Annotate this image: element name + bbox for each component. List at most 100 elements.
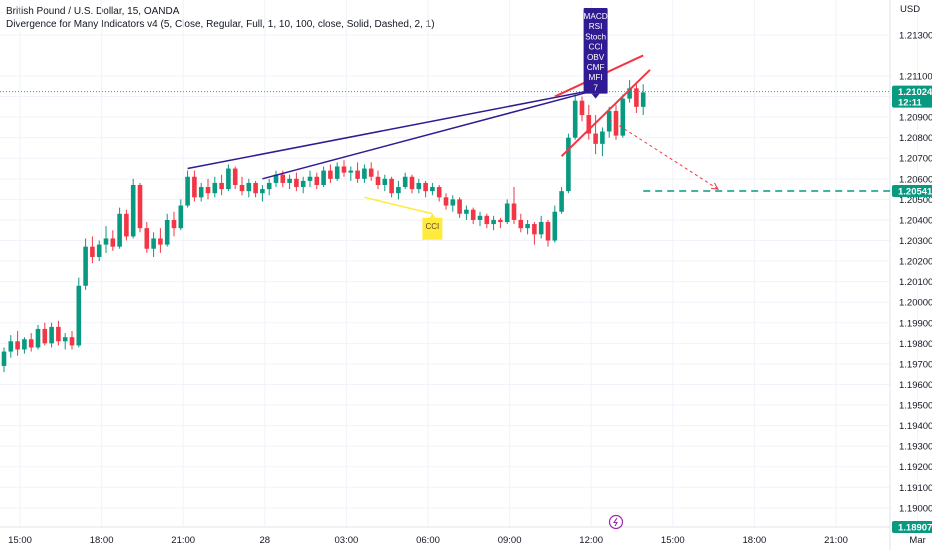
- candle-body[interactable]: [69, 337, 75, 346]
- candle-body[interactable]: [518, 219, 524, 229]
- candle-body[interactable]: [355, 170, 360, 179]
- candle-body[interactable]: [470, 209, 476, 220]
- candle-body[interactable]: [430, 187, 435, 192]
- indicator-title[interactable]: Divergence for Many Indicators v4 (5, Cl…: [6, 19, 435, 30]
- candle-body[interactable]: [504, 203, 510, 223]
- candle-body[interactable]: [124, 213, 129, 237]
- candle-body[interactable]: [266, 182, 272, 190]
- candle-body[interactable]: [287, 178, 292, 183]
- candle-body[interactable]: [226, 168, 231, 190]
- candle-body[interactable]: [300, 180, 306, 188]
- candle-body[interactable]: [1, 351, 7, 366]
- candle-body[interactable]: [491, 219, 496, 225]
- candle-body[interactable]: [627, 88, 632, 99]
- candle-body[interactable]: [62, 337, 68, 342]
- candle-body[interactable]: [396, 187, 401, 194]
- candle-body[interactable]: [484, 215, 490, 225]
- candle-body[interactable]: [566, 137, 571, 192]
- candle-body[interactable]: [219, 182, 224, 190]
- candle-body[interactable]: [382, 178, 388, 185]
- candle-body[interactable]: [144, 228, 150, 249]
- candle-body[interactable]: [76, 285, 82, 346]
- candle-body[interactable]: [579, 100, 585, 116]
- candle-body[interactable]: [368, 168, 374, 177]
- candle-body[interactable]: [164, 219, 170, 245]
- candle-body[interactable]: [457, 199, 462, 214]
- candle-body[interactable]: [260, 189, 265, 194]
- candle-body[interactable]: [239, 184, 245, 192]
- candle-body[interactable]: [464, 209, 469, 214]
- candle-body[interactable]: [498, 219, 503, 223]
- candle-body[interactable]: [362, 168, 367, 179]
- candle-body[interactable]: [192, 176, 197, 198]
- candle-body[interactable]: [375, 176, 381, 185]
- candle-body[interactable]: [8, 341, 14, 352]
- candle-body[interactable]: [205, 187, 211, 194]
- candle-body[interactable]: [511, 203, 517, 220]
- candle-body[interactable]: [22, 339, 27, 350]
- symbol-title[interactable]: British Pound / U.S. Dollar, 15, OANDA: [6, 6, 180, 17]
- candle-body[interactable]: [341, 166, 347, 173]
- candle-body[interactable]: [416, 182, 422, 190]
- candle-body[interactable]: [334, 166, 340, 179]
- candle-body[interactable]: [436, 187, 442, 198]
- candle-body[interactable]: [525, 224, 530, 229]
- divergence-line[interactable]: [187, 87, 603, 170]
- candle-body[interactable]: [232, 168, 238, 185]
- candle-body[interactable]: [423, 182, 428, 192]
- candle-body[interactable]: [49, 326, 54, 344]
- candle-body[interactable]: [83, 246, 88, 286]
- candle-body[interactable]: [572, 100, 578, 138]
- candle-body[interactable]: [307, 176, 313, 181]
- candle-body[interactable]: [600, 131, 605, 144]
- candle-body[interactable]: [15, 341, 20, 350]
- candle-body[interactable]: [586, 115, 592, 134]
- candle-body[interactable]: [90, 246, 95, 257]
- candle-body[interactable]: [532, 224, 537, 235]
- candle-body[interactable]: [273, 174, 279, 183]
- candle-body[interactable]: [620, 98, 626, 136]
- candle-body[interactable]: [328, 170, 333, 179]
- candle-body[interactable]: [198, 187, 204, 198]
- candle-body[interactable]: [348, 170, 354, 173]
- candle-body[interactable]: [538, 222, 544, 235]
- candle-body[interactable]: [593, 133, 598, 144]
- candle-body[interactable]: [552, 211, 558, 241]
- candle-body[interactable]: [151, 238, 156, 249]
- candle-body[interactable]: [640, 92, 646, 107]
- candle-body[interactable]: [294, 178, 299, 188]
- candle-body[interactable]: [246, 182, 252, 192]
- candle-body[interactable]: [56, 326, 61, 342]
- candle-body[interactable]: [137, 184, 143, 229]
- candle-body[interactable]: [130, 184, 136, 237]
- candle-body[interactable]: [559, 191, 564, 212]
- candle-body[interactable]: [606, 110, 612, 132]
- candle-body[interactable]: [314, 176, 320, 185]
- candle-body[interactable]: [443, 197, 449, 206]
- candle-body[interactable]: [103, 238, 109, 245]
- candle-body[interactable]: [117, 213, 122, 247]
- candle-body[interactable]: [158, 238, 163, 245]
- candle-body[interactable]: [253, 182, 258, 194]
- cci-divergence-line[interactable]: [364, 196, 433, 215]
- candle-body[interactable]: [634, 88, 639, 107]
- wedge-lower-line[interactable]: [560, 69, 651, 157]
- candle-body[interactable]: [389, 178, 394, 194]
- candle-body[interactable]: [280, 174, 286, 183]
- candle-body[interactable]: [28, 339, 34, 348]
- candle-body[interactable]: [178, 205, 184, 229]
- candle-body[interactable]: [321, 170, 326, 185]
- candle-body[interactable]: [545, 222, 551, 241]
- candle-body[interactable]: [110, 238, 116, 247]
- candle-body[interactable]: [409, 176, 415, 190]
- candle-body[interactable]: [450, 199, 456, 206]
- candle-body[interactable]: [96, 244, 102, 257]
- divergence-line[interactable]: [262, 87, 603, 180]
- candle-body[interactable]: [402, 176, 408, 188]
- candle-body[interactable]: [185, 176, 190, 206]
- candle-body[interactable]: [212, 182, 218, 194]
- candle-body[interactable]: [477, 215, 483, 220]
- candle-body[interactable]: [35, 328, 41, 348]
- candle-body[interactable]: [171, 219, 177, 229]
